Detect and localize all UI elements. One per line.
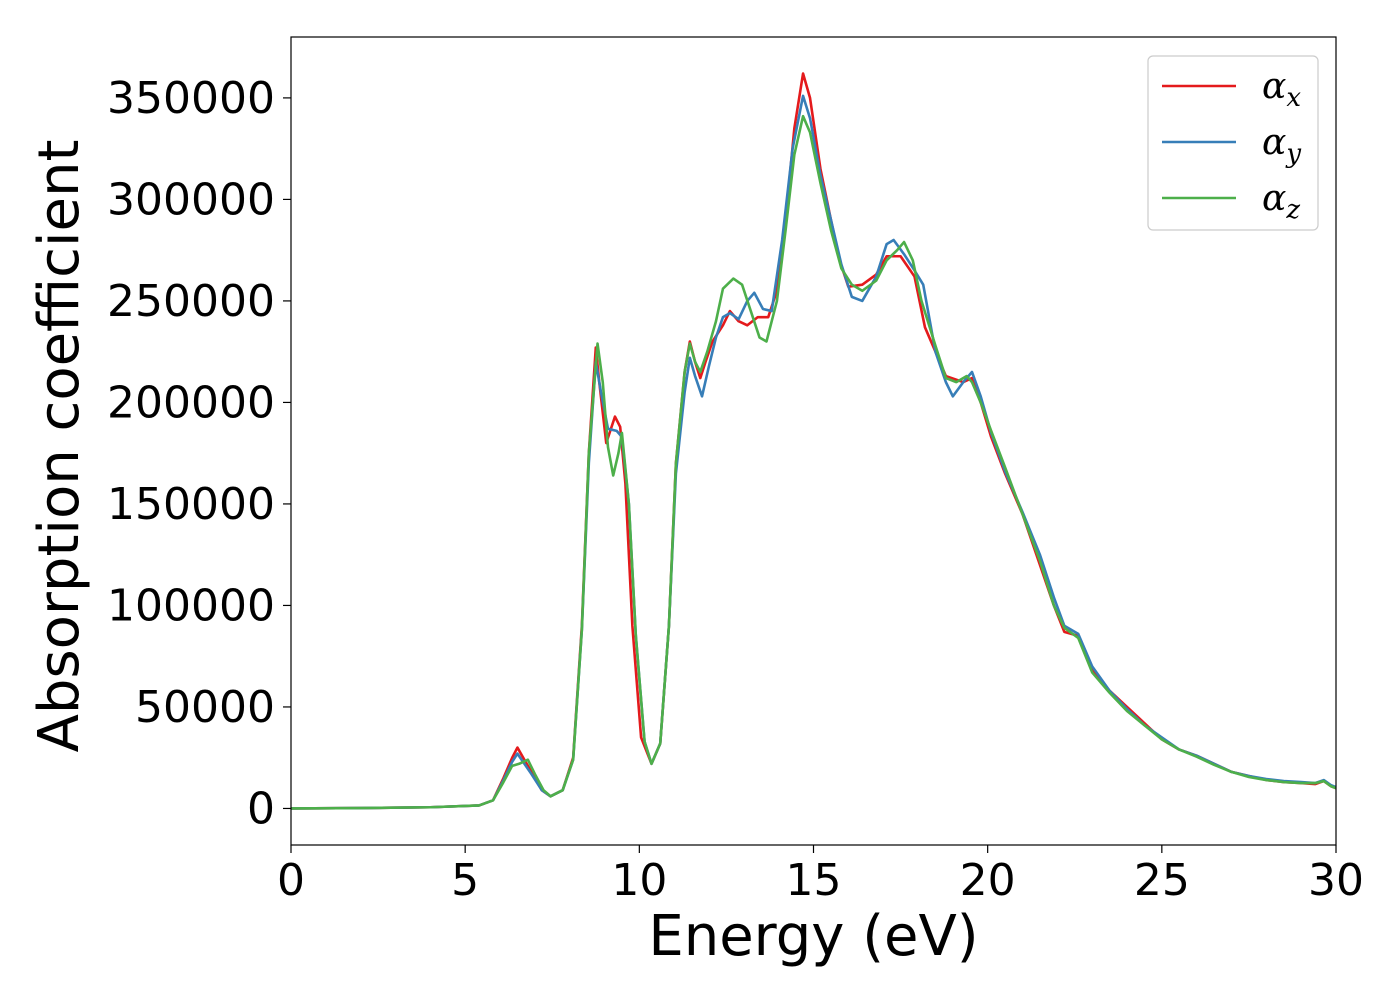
legend: αx αy αz [1147, 55, 1319, 231]
x-tick-label: 25 [1134, 855, 1190, 906]
y-tick-label: 350000 [107, 73, 275, 124]
y-tick-label: 100000 [107, 580, 275, 631]
y-tick-label: 250000 [107, 276, 275, 327]
legend-label: αx [1262, 66, 1301, 113]
legend-label: αy [1262, 122, 1301, 169]
x-tick-label: 10 [611, 855, 667, 906]
y-axis-title: Absorption coefficient [27, 140, 92, 753]
y-axis: 0 50000 100000 150000 200000 250000 300000 3500… [107, 73, 291, 834]
x-tick-label: 0 [277, 855, 305, 906]
legend-label: αz [1262, 178, 1300, 225]
x-axis-title: Energy (eV) [648, 904, 978, 969]
series-line-alpha-z [291, 114, 1336, 810]
y-tick-label: 0 [247, 783, 275, 834]
x-axis: 0 5 10 15 20 25 30 [277, 845, 1364, 906]
x-tick-label: 5 [451, 855, 479, 906]
y-tick-label: 50000 [135, 682, 275, 733]
series-layer [291, 72, 1336, 810]
y-tick-label: 200000 [107, 377, 275, 428]
x-tick-label: 20 [960, 855, 1016, 906]
y-tick-label: 300000 [107, 174, 275, 225]
x-tick-label: 15 [786, 855, 842, 906]
y-tick-label: 150000 [107, 479, 275, 530]
x-tick-label: 30 [1308, 855, 1364, 906]
plot-frame [290, 36, 1337, 846]
